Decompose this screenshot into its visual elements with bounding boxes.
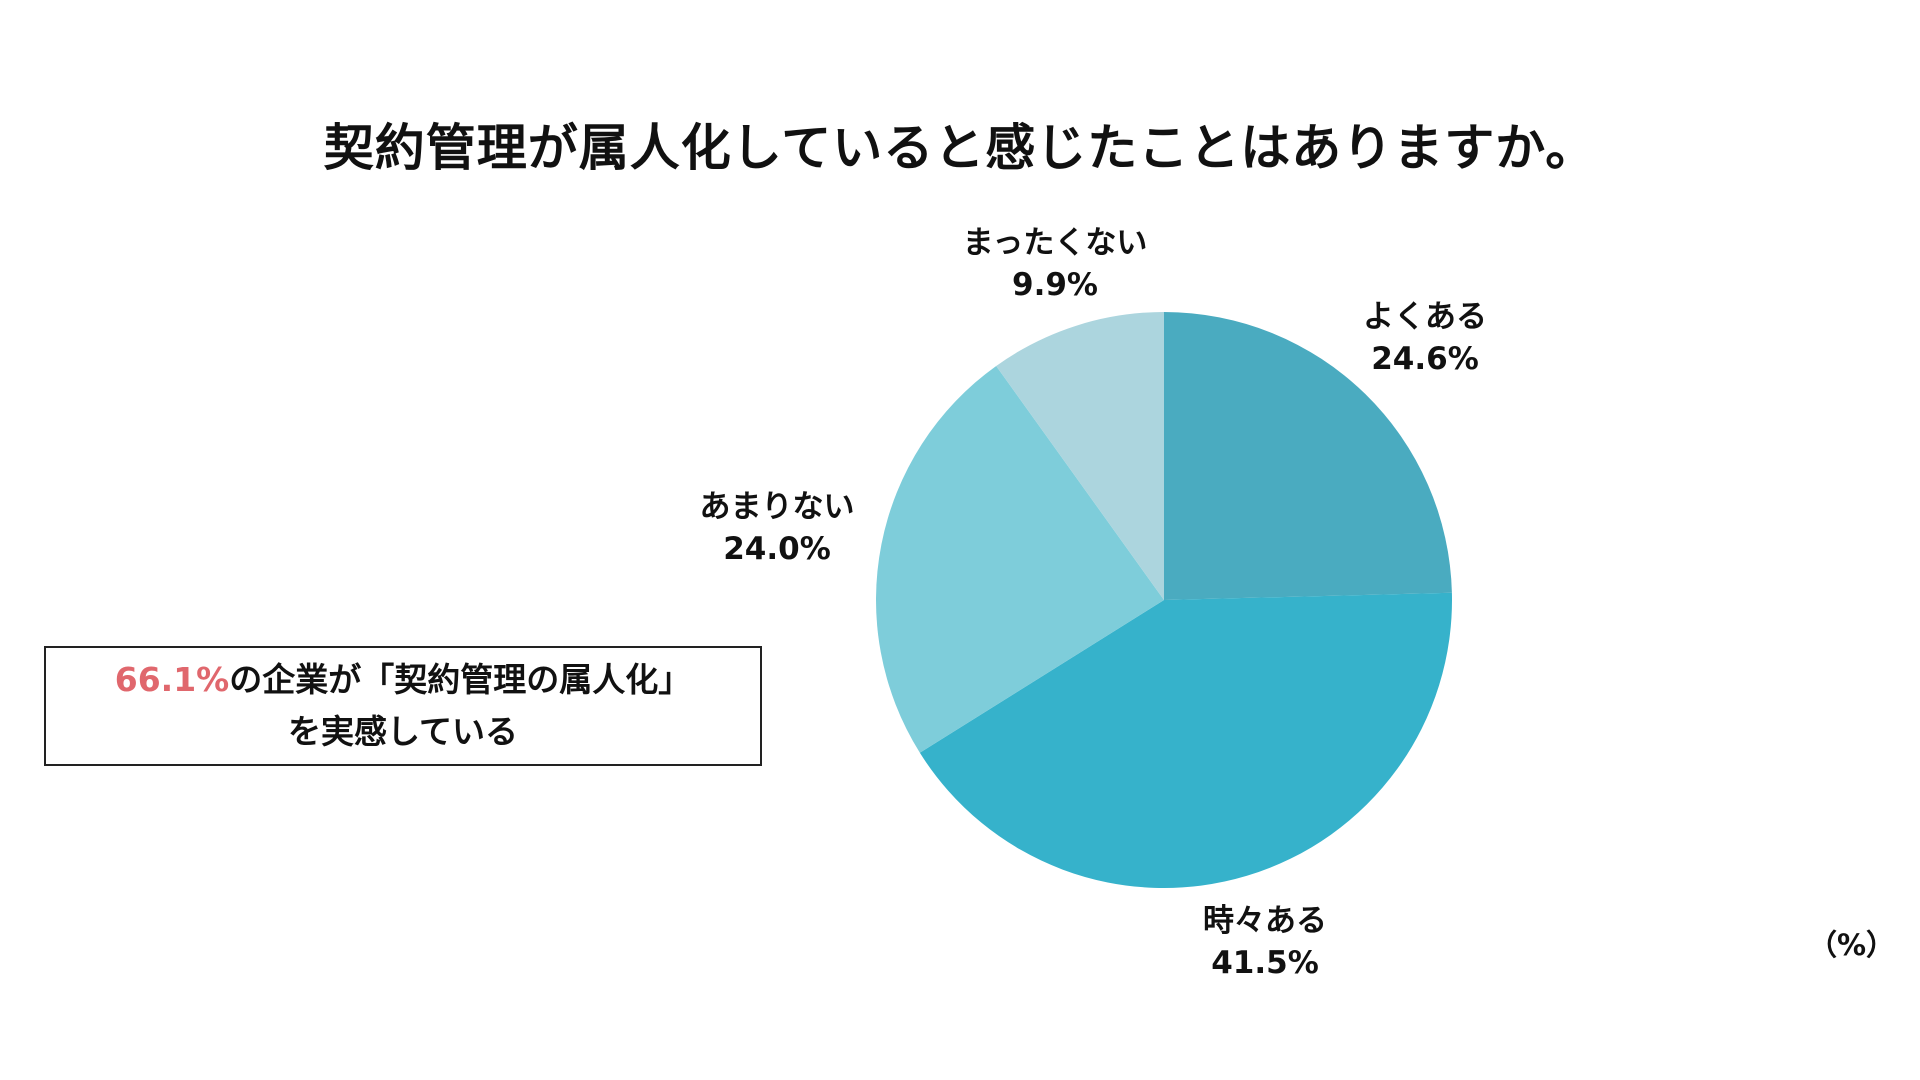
- slice-name: あまりない: [699, 489, 855, 525]
- slice-yoku-aru: [1164, 312, 1452, 600]
- callout-line-2: を実感している: [287, 712, 518, 751]
- slice-label-amari-nai: あまりない 24.0%: [700, 486, 855, 570]
- slice-name: まったくない: [962, 225, 1148, 261]
- pie-slices: [875, 312, 1452, 888]
- slice-value: 41.5%: [1211, 945, 1319, 981]
- slice-name: 時々ある: [1203, 903, 1327, 939]
- summary-callout-box: 66.1%の企業が「契約管理の属人化」 を実感している: [44, 646, 762, 766]
- callout-highlight-percent: 66.1%: [114, 660, 230, 699]
- slice-value: 9.9%: [1012, 267, 1098, 303]
- slice-amari-nai: [875, 365, 1164, 753]
- slice-value: 24.0%: [723, 531, 831, 567]
- slice-label-yoku-aru: よくある 24.6%: [1363, 296, 1487, 380]
- callout-line-1: 66.1%の企業が「契約管理の属人化」: [46, 654, 760, 706]
- slice-label-mattaku-nai: まったくない 9.9%: [963, 222, 1148, 306]
- slice-value: 24.6%: [1371, 341, 1479, 377]
- callout-line-1-text: の企業が「契約管理の属人化」: [229, 660, 692, 699]
- slice-label-tokidoki-aru: 時々ある 41.5%: [1203, 900, 1327, 984]
- unit-label: （%）: [1808, 928, 1896, 962]
- slice-mattaku-nai: [996, 312, 1164, 600]
- slice-name: よくある: [1363, 299, 1487, 335]
- chart-title: 契約管理が属人化していると感じたことはありますか。: [323, 119, 1597, 177]
- slice-tokidoki-aru: [919, 592, 1452, 888]
